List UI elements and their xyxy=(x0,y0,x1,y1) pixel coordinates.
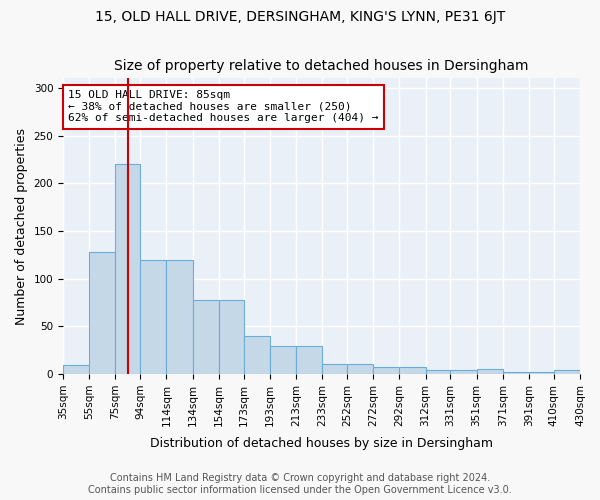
Text: Contains HM Land Registry data © Crown copyright and database right 2024.
Contai: Contains HM Land Registry data © Crown c… xyxy=(88,474,512,495)
Bar xyxy=(140,260,166,374)
Text: 15 OLD HALL DRIVE: 85sqm
← 38% of detached houses are smaller (250)
62% of semi-: 15 OLD HALL DRIVE: 85sqm ← 38% of detach… xyxy=(68,90,379,124)
Bar xyxy=(219,300,244,374)
Bar xyxy=(296,346,322,374)
Text: 15, OLD HALL DRIVE, DERSINGHAM, KING'S LYNN, PE31 6JT: 15, OLD HALL DRIVE, DERSINGHAM, KING'S L… xyxy=(95,10,505,24)
Bar xyxy=(244,336,270,374)
Bar xyxy=(425,370,451,374)
Bar xyxy=(166,260,193,374)
Bar xyxy=(554,370,580,374)
Bar xyxy=(373,368,400,374)
Bar xyxy=(451,370,476,374)
Title: Size of property relative to detached houses in Dersingham: Size of property relative to detached ho… xyxy=(114,59,529,73)
Bar xyxy=(529,372,554,374)
Bar xyxy=(476,370,503,374)
Bar xyxy=(89,252,115,374)
Bar xyxy=(193,300,219,374)
Bar xyxy=(115,164,140,374)
Bar xyxy=(503,372,529,374)
Bar xyxy=(347,364,373,374)
Bar xyxy=(322,364,347,374)
Bar xyxy=(270,346,296,374)
Bar xyxy=(63,366,89,374)
Bar xyxy=(400,368,425,374)
Y-axis label: Number of detached properties: Number of detached properties xyxy=(15,128,28,324)
X-axis label: Distribution of detached houses by size in Dersingham: Distribution of detached houses by size … xyxy=(150,437,493,450)
